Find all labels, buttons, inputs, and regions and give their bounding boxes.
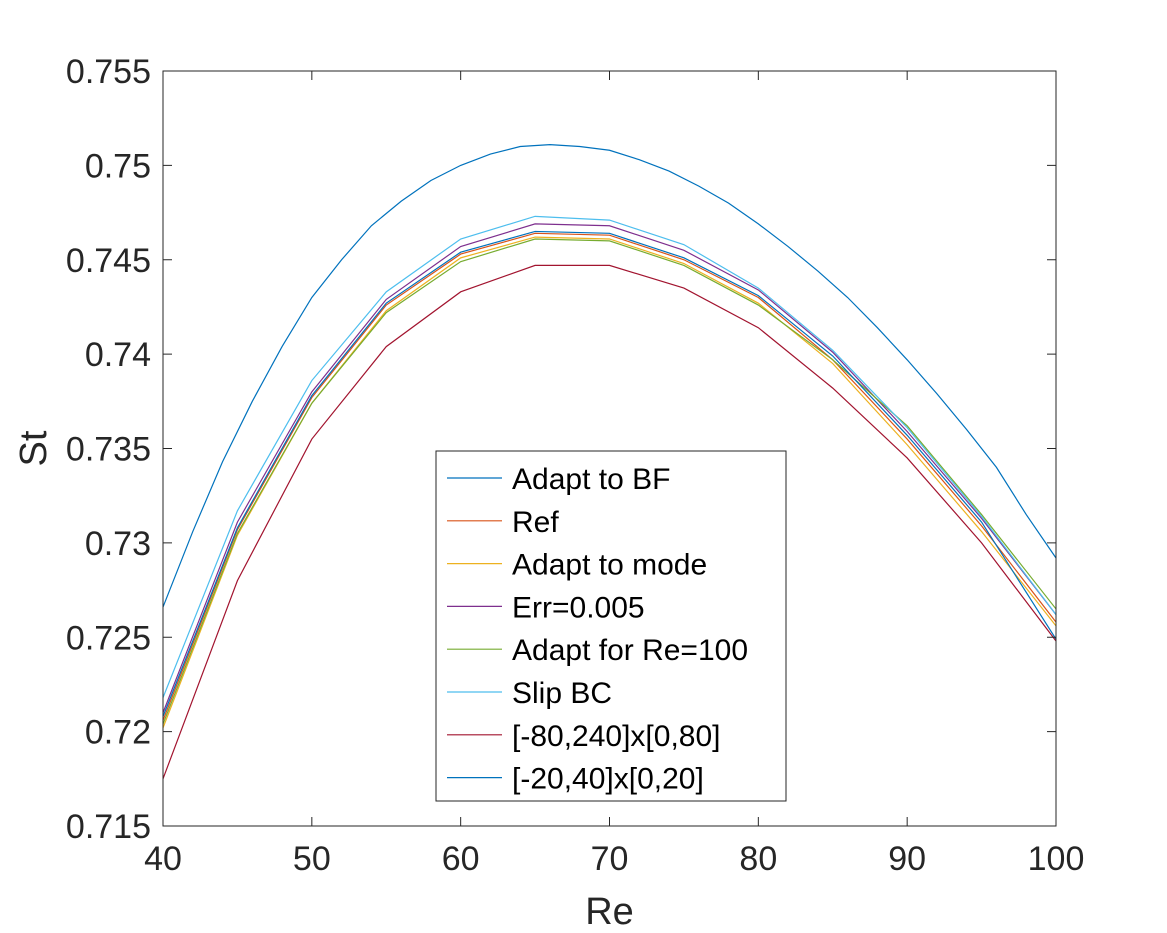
- x-tick-label: 90: [888, 840, 926, 878]
- legend: Adapt to BF Ref Adapt to mode Err=0.005 Adap…: [435, 450, 787, 802]
- x-tick-label: 100: [1028, 840, 1085, 878]
- x-axis-label: Re: [585, 891, 634, 933]
- series-line-8: [162, 230, 1057, 717]
- legend-entry-5: Adapt for Re=100: [512, 634, 748, 667]
- x-tick-label: 50: [293, 840, 331, 878]
- y-tick-label: 0.72: [85, 714, 151, 752]
- y-tick-label: 0.735: [66, 431, 151, 469]
- series-layer: [162, 144, 1057, 780]
- y-tick-label: 0.755: [66, 53, 151, 91]
- legend-entry-3: Adapt to mode: [512, 549, 707, 582]
- y-tick-label: 0.74: [85, 336, 151, 374]
- x-tick-label: 70: [591, 840, 629, 878]
- legend-box: [435, 450, 787, 802]
- legend-entry-6: Slip BC: [512, 677, 612, 710]
- series-line-1: [162, 144, 1057, 608]
- legend-entry-4: Err=0.005: [512, 591, 645, 624]
- series-line-5: [162, 238, 1057, 725]
- series-line-7: [162, 264, 1057, 780]
- x-tick-label: 80: [739, 840, 777, 878]
- y-tick-label: 0.725: [66, 619, 151, 657]
- series-line-2: [162, 232, 1057, 721]
- y-tick-label: 0.745: [66, 242, 151, 280]
- legend-entry-8: [-20,40]x[0,20]: [512, 763, 704, 796]
- legend-entry-1: Adapt to BF: [512, 463, 670, 496]
- y-axis-label: St: [13, 430, 55, 466]
- y-tick-label: 0.715: [66, 808, 151, 846]
- y-tick-label: 0.73: [85, 525, 151, 563]
- series-line-6: [162, 215, 1057, 698]
- x-tick-label: 60: [442, 840, 480, 878]
- y-tick-label: 0.75: [85, 147, 151, 185]
- x-tick-label: 40: [144, 840, 182, 878]
- axes: 40 50 60 70 80 90 100 0.715 0.72 0.725 0.73 0.735 0.…: [66, 53, 1084, 878]
- series-line-4: [162, 223, 1057, 713]
- legend-entry-2: Ref: [512, 506, 559, 539]
- legend-entry-7: [-80,240]x[0,80]: [512, 720, 720, 753]
